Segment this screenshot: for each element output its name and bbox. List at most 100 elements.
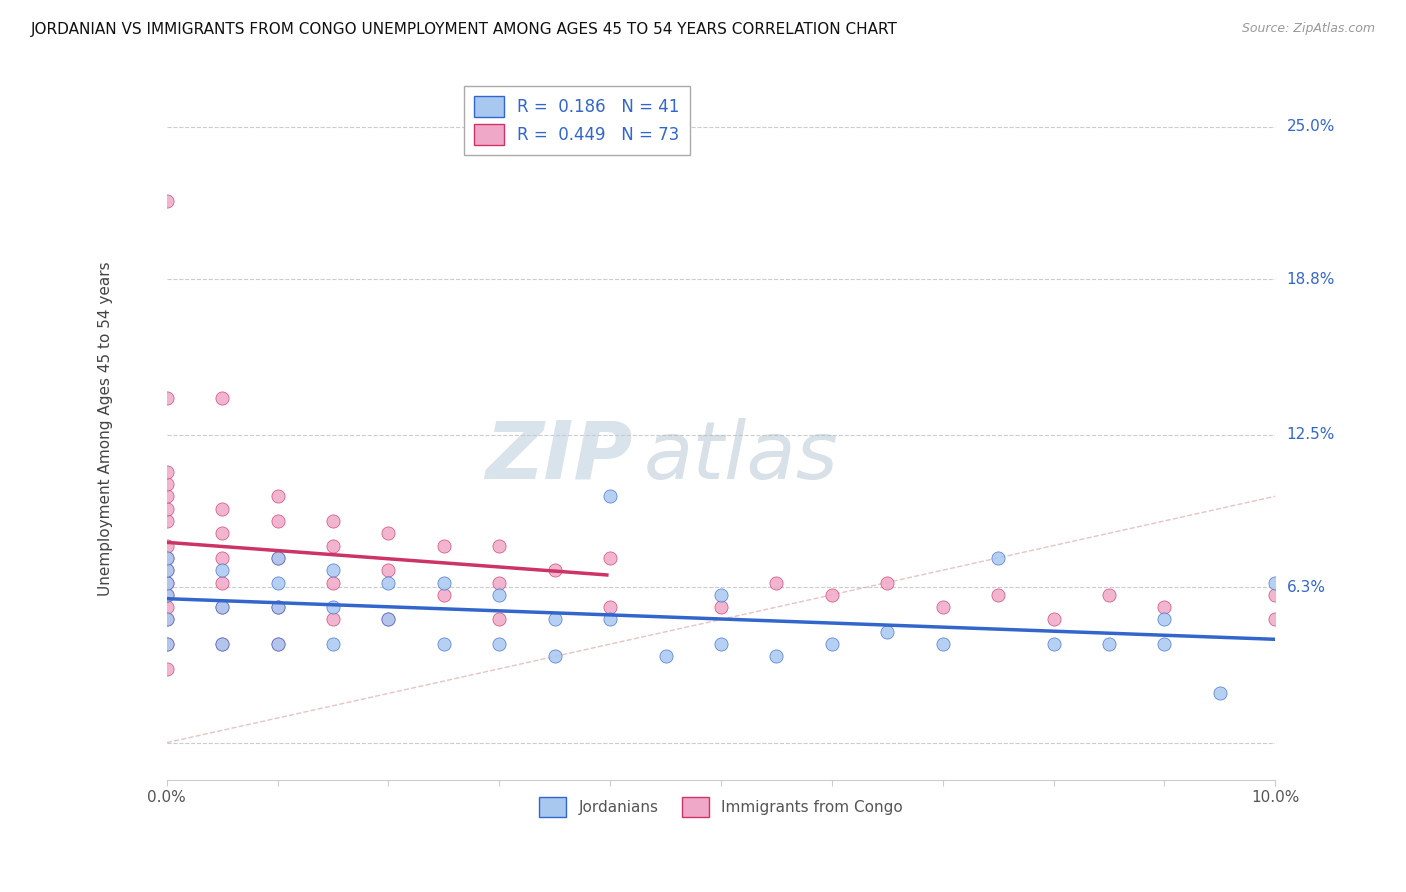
Point <box>377 526 399 541</box>
Point <box>377 563 399 577</box>
Text: atlas: atlas <box>644 417 838 496</box>
Point <box>156 550 179 565</box>
Point <box>765 649 787 664</box>
Point <box>544 563 567 577</box>
Point <box>488 637 510 651</box>
Point <box>266 575 288 590</box>
Point <box>156 612 179 626</box>
Point <box>211 391 233 405</box>
Point <box>322 514 344 528</box>
Point <box>599 600 621 615</box>
Legend: Jordanians, Immigrants from Congo: Jordanians, Immigrants from Congo <box>531 789 911 824</box>
Point <box>156 489 179 503</box>
Point <box>266 550 288 565</box>
Point <box>322 637 344 651</box>
Point <box>488 612 510 626</box>
Point <box>266 489 288 503</box>
Point <box>266 637 288 651</box>
Point <box>266 600 288 615</box>
Point <box>211 550 233 565</box>
Point <box>1153 637 1175 651</box>
Point <box>156 514 179 528</box>
Point <box>1209 686 1232 700</box>
Point <box>156 391 179 405</box>
Point <box>654 649 676 664</box>
Point <box>211 600 233 615</box>
Point <box>322 575 344 590</box>
Point <box>765 575 787 590</box>
Point <box>211 637 233 651</box>
Point <box>156 588 179 602</box>
Point <box>987 550 1010 565</box>
Point <box>599 550 621 565</box>
Text: ZIP: ZIP <box>485 417 633 496</box>
Point <box>156 662 179 676</box>
Point <box>544 612 567 626</box>
Point <box>156 600 179 615</box>
Point <box>1153 612 1175 626</box>
Point <box>710 637 733 651</box>
Point <box>488 575 510 590</box>
Point <box>322 612 344 626</box>
Point <box>710 588 733 602</box>
Point <box>710 600 733 615</box>
Point <box>987 588 1010 602</box>
Point <box>211 575 233 590</box>
Point <box>1264 588 1286 602</box>
Text: 18.8%: 18.8% <box>1286 272 1334 287</box>
Point <box>1264 575 1286 590</box>
Point <box>544 649 567 664</box>
Text: Source: ZipAtlas.com: Source: ZipAtlas.com <box>1241 22 1375 36</box>
Point <box>1042 612 1064 626</box>
Point <box>599 489 621 503</box>
Point <box>876 624 898 639</box>
Point <box>433 539 456 553</box>
Point <box>433 575 456 590</box>
Point <box>156 550 179 565</box>
Point <box>211 637 233 651</box>
Point <box>266 550 288 565</box>
Point <box>433 637 456 651</box>
Point <box>156 575 179 590</box>
Point <box>322 563 344 577</box>
Point <box>821 588 844 602</box>
Point <box>156 612 179 626</box>
Point <box>156 477 179 491</box>
Point <box>433 588 456 602</box>
Point <box>156 465 179 479</box>
Point <box>932 637 955 651</box>
Text: JORDANIAN VS IMMIGRANTS FROM CONGO UNEMPLOYMENT AMONG AGES 45 TO 54 YEARS CORREL: JORDANIAN VS IMMIGRANTS FROM CONGO UNEMP… <box>31 22 898 37</box>
Point <box>211 526 233 541</box>
Point <box>156 575 179 590</box>
Point <box>322 539 344 553</box>
Point <box>377 575 399 590</box>
Point <box>156 637 179 651</box>
Point <box>1153 600 1175 615</box>
Point <box>156 501 179 516</box>
Point <box>266 637 288 651</box>
Point <box>156 637 179 651</box>
Point <box>322 600 344 615</box>
Point <box>1098 588 1121 602</box>
Point <box>821 637 844 651</box>
Point <box>488 539 510 553</box>
Point <box>156 588 179 602</box>
Point <box>211 600 233 615</box>
Point <box>266 514 288 528</box>
Text: 25.0%: 25.0% <box>1286 120 1334 134</box>
Point <box>156 563 179 577</box>
Point <box>266 600 288 615</box>
Text: 6.3%: 6.3% <box>1286 580 1326 595</box>
Point <box>377 612 399 626</box>
Point <box>156 194 179 208</box>
Point <box>1098 637 1121 651</box>
Point <box>876 575 898 590</box>
Point <box>156 563 179 577</box>
Point <box>211 563 233 577</box>
Point <box>1042 637 1064 651</box>
Text: Unemployment Among Ages 45 to 54 years: Unemployment Among Ages 45 to 54 years <box>98 261 114 596</box>
Point <box>932 600 955 615</box>
Point <box>211 501 233 516</box>
Point <box>377 612 399 626</box>
Point <box>1264 612 1286 626</box>
